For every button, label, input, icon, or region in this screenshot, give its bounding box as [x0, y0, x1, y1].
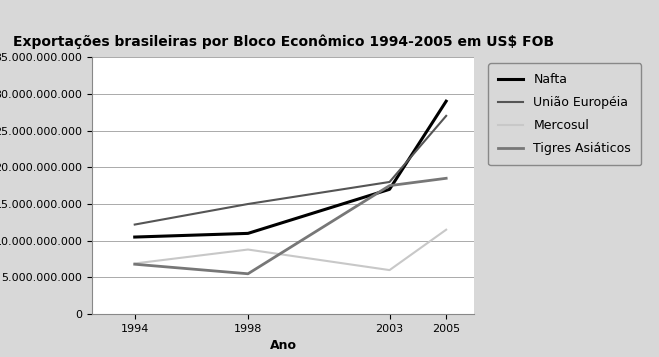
Tigres Asiáticos	[386, 183, 393, 188]
Mercosul	[442, 227, 450, 232]
Mercosul	[130, 261, 138, 266]
X-axis label: Ano: Ano	[270, 340, 297, 352]
Line: Tigres Asiáticos: Tigres Asiáticos	[134, 178, 446, 274]
Nafta	[386, 187, 393, 191]
Legend: Nafta, União Européia, Mercosul, Tigres Asiáticos: Nafta, União Européia, Mercosul, Tigres …	[488, 64, 641, 165]
União Européia	[386, 180, 393, 184]
Title: Exportações brasileiras por Bloco Econômico 1994-2005 em US$ FOB: Exportações brasileiras por Bloco Econôm…	[13, 35, 554, 49]
Mercosul	[386, 268, 393, 272]
União Européia	[442, 114, 450, 118]
Tigres Asiáticos	[244, 272, 252, 276]
Line: Nafta: Nafta	[134, 101, 446, 237]
Nafta	[442, 99, 450, 103]
Line: União Européia: União Européia	[134, 116, 446, 225]
União Européia	[244, 202, 252, 206]
Mercosul	[244, 247, 252, 252]
Tigres Asiáticos	[442, 176, 450, 180]
Nafta	[130, 235, 138, 239]
União Européia	[130, 222, 138, 227]
Nafta	[244, 231, 252, 236]
Line: Mercosul: Mercosul	[134, 230, 446, 270]
Tigres Asiáticos	[130, 262, 138, 266]
